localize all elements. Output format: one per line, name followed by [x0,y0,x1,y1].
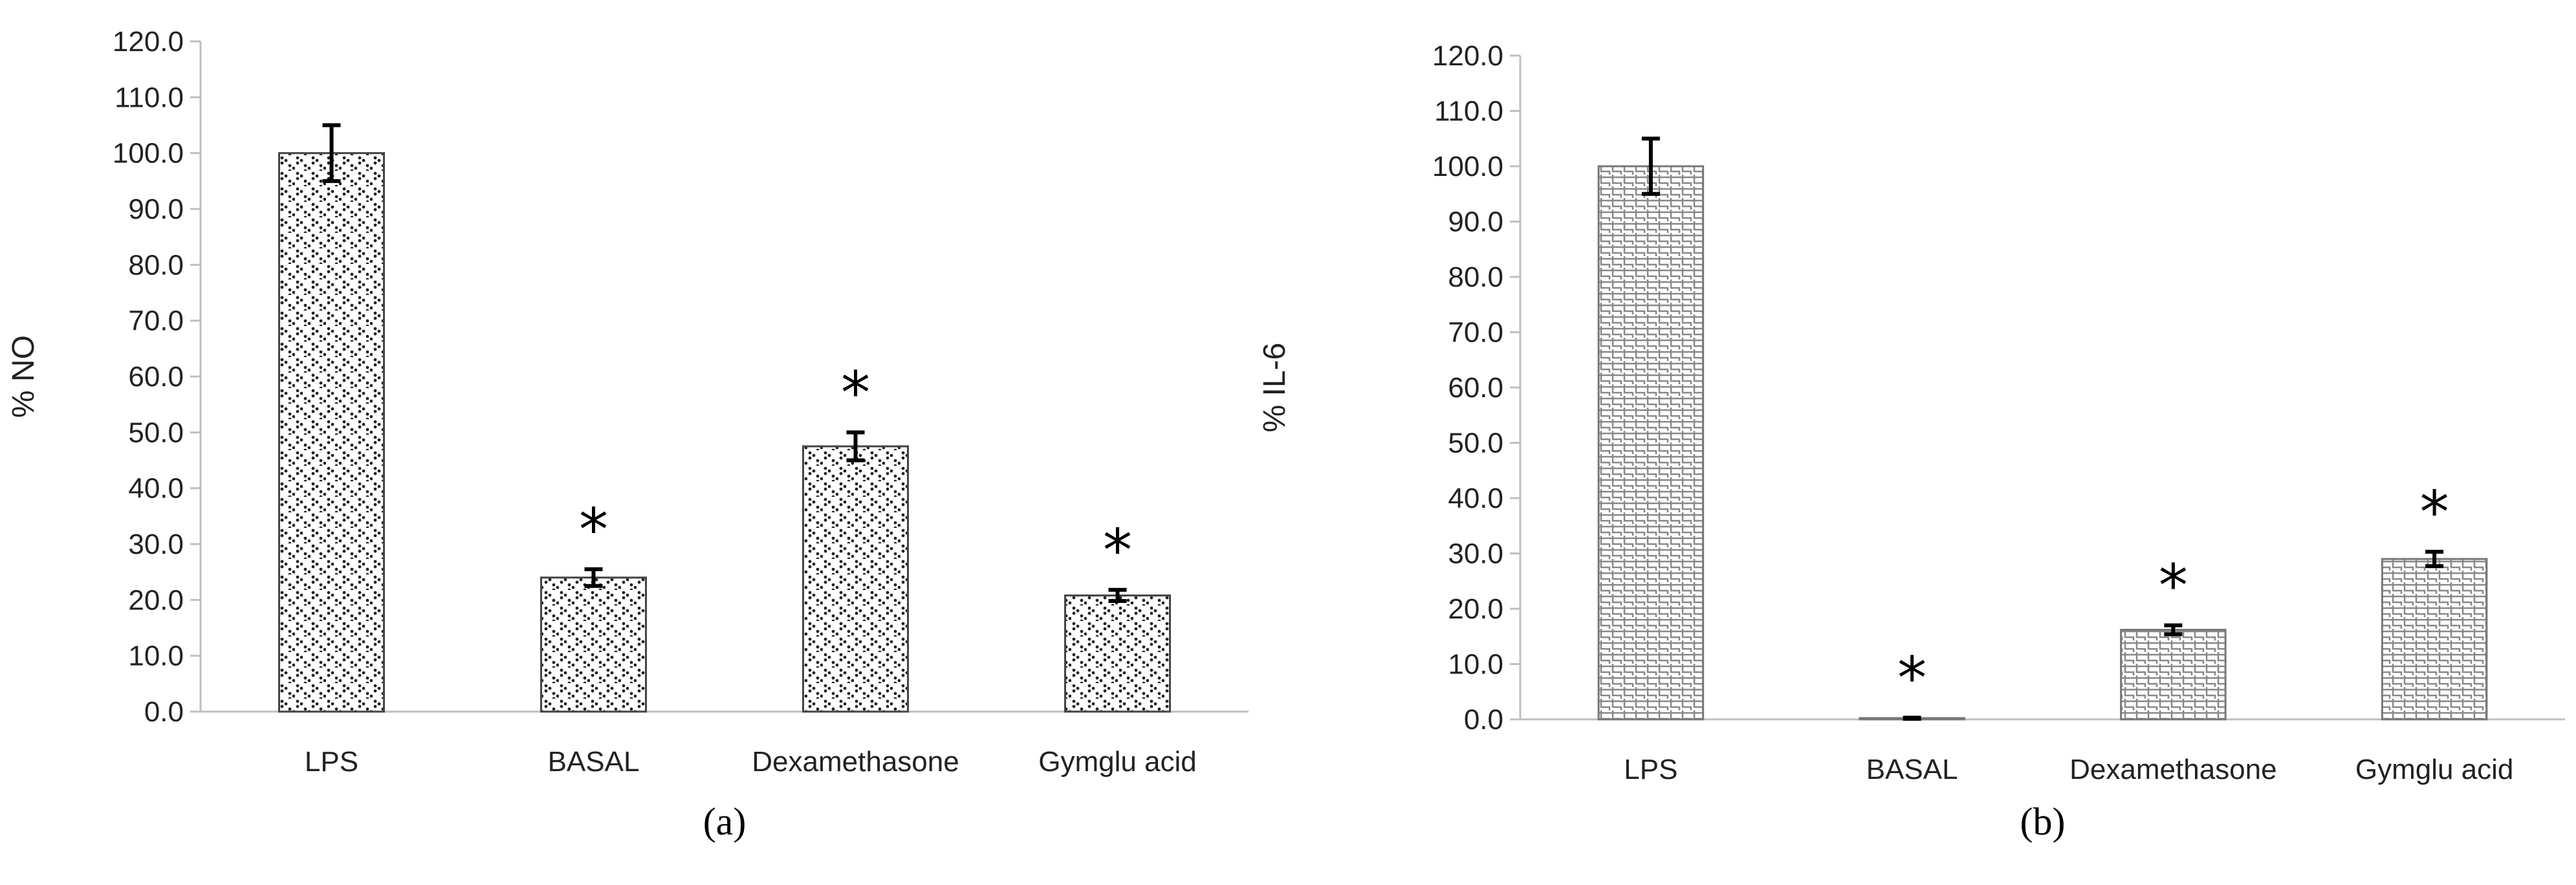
significance-marker: * [1103,517,1132,585]
y-tick-label: 90.0 [128,193,184,225]
y-tick-label: 30.0 [128,529,184,560]
y-axis-title: % NO [6,335,41,418]
y-tick-label: 70.0 [128,305,184,337]
y-tick-label: 90.0 [1448,206,1503,238]
x-tick-label: LPS [1624,754,1677,785]
bar [540,576,647,713]
y-tick-label: 110.0 [115,82,184,113]
significance-marker: * [1897,644,1927,712]
y-tick-label: 50.0 [128,417,184,448]
y-tick-label: 50.0 [1448,428,1503,459]
error-bar [1903,716,1921,721]
significance-marker: * [2420,479,2449,547]
y-tick-label: 0.0 [144,696,184,728]
y-tick-label: 80.0 [1448,261,1503,293]
x-tick-label: BASAL [548,746,640,778]
error-bar [846,430,865,463]
bar [1064,594,1171,713]
bar [278,152,385,713]
x-tick-label: Gymglu acid [2355,754,2514,785]
panel-label: (a) [703,800,747,843]
significance-marker: * [579,496,608,564]
y-tick-label: 60.0 [128,361,184,393]
y-tick-label: 30.0 [1448,538,1503,570]
error-bar [2164,623,2183,637]
y-tick-label: 80.0 [128,249,184,281]
significance-marker: * [841,359,870,427]
y-tick-label: 120.0 [113,26,184,58]
y-tick-label: 70.0 [1448,317,1503,349]
chart-il6: 0.0 10.0 20.0 30.0 40.0 50.0 60.0 70.0 80.0 90.0 1… [1258,40,2565,843]
error-bar [322,123,341,183]
x-tick-label: Gymglu acid [1038,746,1197,778]
significance-marker: * [2159,552,2188,620]
x-tick-label: LPS [305,746,358,778]
y-tick-label: 20.0 [1448,593,1503,625]
error-bar [584,567,603,588]
bar [2120,628,2227,721]
y-tick-label: 10.0 [1448,649,1503,681]
error-bar [2425,549,2444,569]
bar [802,445,909,713]
y-tick-label: 110.0 [1434,96,1503,127]
x-tick-label: BASAL [1866,754,1958,785]
y-tick-label: 100.0 [113,138,184,169]
x-tick-label: Dexamethasone [2069,754,2276,785]
bar [2381,558,2488,721]
y-tick-label: 0.0 [1464,704,1503,736]
y-axis-title: % IL-6 [1258,343,1292,433]
y-tick-label: 60.0 [1448,372,1503,404]
x-tick-label: Dexamethasone [752,746,959,778]
y-tick-label: 40.0 [1448,483,1503,514]
y-tick-label: 120.0 [1432,40,1503,72]
bar [1597,165,1705,721]
error-bar [1641,137,1660,196]
y-tick-label: 20.0 [128,584,184,616]
panel-label: (b) [2020,800,2066,843]
y-tick-label: 10.0 [128,640,184,672]
chart-no: 0.0 10.0 20.0 30.0 40.0 50.0 60.0 70.0 80.0 90.0 1… [6,26,1249,843]
y-tick-label: 40.0 [128,473,184,505]
error-bar [1108,587,1127,604]
y-tick-label: 100.0 [1432,151,1503,182]
